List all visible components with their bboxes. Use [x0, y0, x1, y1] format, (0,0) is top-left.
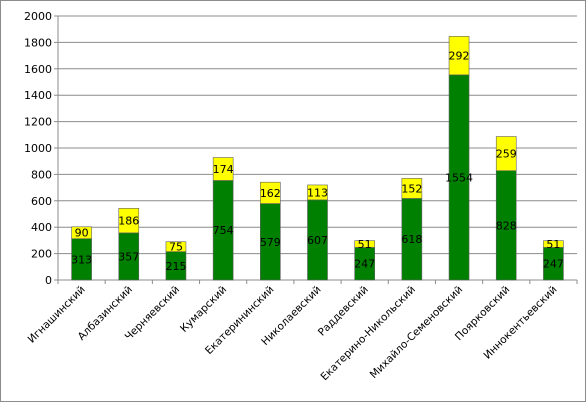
data-label: 186: [118, 215, 139, 228]
y-tick-label: 600: [31, 195, 52, 208]
data-label: 51: [546, 238, 560, 251]
y-tick-label: 1000: [24, 142, 52, 155]
data-label: 51: [358, 238, 372, 251]
bar-segment-yellow: [165, 241, 187, 252]
y-tick-label: 800: [31, 168, 52, 181]
bar-segment-yellow: [448, 36, 470, 76]
bar-segment-yellow: [71, 226, 92, 239]
y-tick-label: 400: [31, 221, 52, 234]
data-label: 247: [354, 258, 375, 271]
y-tick-label: 0: [45, 274, 52, 287]
data-label: 607: [307, 234, 328, 247]
y-tick-label: 1600: [24, 63, 52, 76]
data-label: 90: [75, 227, 89, 240]
bar-segment-yellow: [543, 240, 564, 248]
bar-segment-yellow: [495, 136, 517, 172]
y-tick-label: 2000: [24, 10, 52, 23]
data-label: 828: [496, 219, 517, 232]
data-label: 162: [260, 187, 281, 200]
x-category-label: Кумарский: [178, 284, 229, 335]
y-tick-label: 1400: [24, 89, 52, 102]
data-label: 259: [496, 148, 517, 161]
data-label: 75: [169, 241, 183, 254]
bar-segment-yellow: [307, 184, 328, 201]
data-label: 754: [213, 224, 234, 237]
data-label: 292: [449, 50, 470, 63]
data-label: 579: [260, 236, 281, 249]
bar-segment-yellow: [118, 208, 140, 234]
y-tick-label: 1200: [24, 116, 52, 129]
y-tick-label: 1800: [24, 36, 52, 49]
data-label: 174: [213, 163, 234, 176]
data-label: 152: [401, 182, 422, 195]
bar-segment-yellow: [260, 181, 281, 204]
bar-segment-yellow: [354, 240, 375, 248]
data-label: 313: [71, 253, 92, 266]
data-label: 215: [165, 260, 186, 273]
x-category-label: Екатерино-Никольский: [318, 284, 417, 383]
bar-segment-yellow: [212, 157, 234, 181]
y-tick-label: 200: [31, 248, 52, 261]
x-category-label: Михайло-Семеновский: [368, 284, 465, 381]
data-label: 618: [401, 233, 422, 246]
data-label: 357: [118, 250, 139, 263]
data-label: 1554: [445, 171, 473, 184]
data-label: 113: [307, 186, 328, 199]
bar-segment-yellow: [401, 178, 423, 199]
data-label: 247: [543, 258, 564, 271]
